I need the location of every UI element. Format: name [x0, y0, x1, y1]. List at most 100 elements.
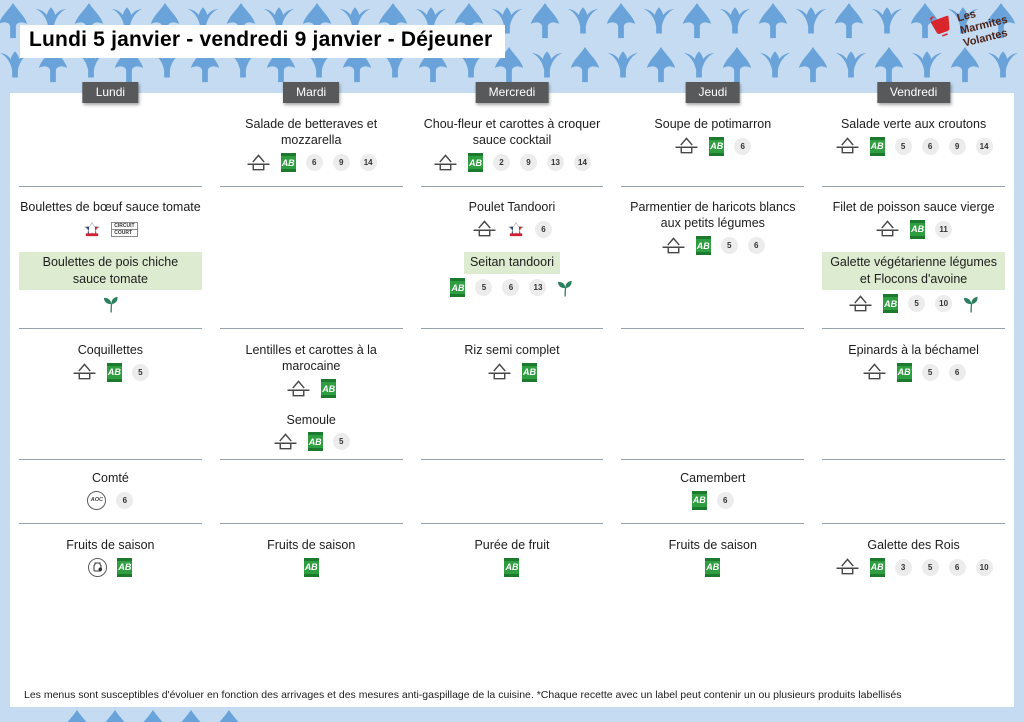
menu-row — [420, 460, 604, 524]
allergen-badge: 5 — [332, 433, 350, 451]
ab-organic-icon: AB — [869, 136, 885, 156]
menu-item: Seitan tandoori AB 5 6 13 — [421, 252, 604, 297]
label-icon-row: 6 — [421, 219, 604, 239]
ab-organic-icon: AB — [705, 557, 721, 577]
fait-maison-icon — [286, 379, 311, 399]
menu-row: Soupe de potimarron AB 6 — [621, 93, 805, 187]
label-icon-row: AB 5 6 — [621, 236, 804, 256]
label-icon-row: AB 5 6 9 14 — [822, 136, 1005, 156]
menu-item: Salade verte aux croutons AB 5 6 9 14 — [822, 116, 1005, 156]
day-label-mardi: Mardi — [283, 82, 340, 103]
dish-name: Riz semi complet — [464, 343, 560, 357]
ab-organic-icon: AB — [450, 278, 466, 297]
menu-row: Parmentier de haricots blancs aux petits… — [621, 187, 805, 329]
day-label-jeudi: Jeudi — [685, 82, 741, 103]
menu-item: Epinards à la béchamel AB 5 6 — [822, 342, 1005, 382]
dish-name: Epinards à la béchamel — [848, 343, 979, 357]
label-icon-row: AB — [220, 557, 403, 577]
label-icon-row: AB 2 9 13 14 — [421, 153, 604, 173]
menu-item: Fruits de saison AB — [621, 537, 804, 577]
allergen-badge: 6 — [948, 558, 966, 576]
ab-organic-icon: AB — [307, 432, 323, 452]
fait-maison-icon — [487, 362, 512, 382]
brand-logo: Les Marmites Volantes — [925, 4, 1010, 52]
local-product-icon — [88, 557, 108, 577]
allergen-badge: 11 — [935, 220, 953, 238]
circuit-court-icon: CIRCUIT COURT — [111, 221, 138, 237]
allergen-badge: 13 — [529, 279, 547, 296]
label-icon-row: AB 11 — [822, 219, 1005, 239]
dish-name: Parmentier de haricots blancs aux petits… — [630, 200, 796, 231]
fait-maison-icon — [862, 362, 887, 382]
ab-organic-icon: AB — [303, 557, 319, 577]
label-icon-row: AB — [421, 362, 604, 382]
allergen-badge: 5 — [921, 558, 939, 576]
fait-maison-icon — [848, 294, 873, 314]
ab-organic-icon: AB — [883, 294, 899, 314]
fait-maison-icon — [674, 136, 699, 156]
label-icon-row: AB — [421, 557, 604, 577]
allergen-badge: 9 — [519, 154, 537, 171]
ab-organic-icon: AB — [910, 219, 926, 239]
allergen-badge: 10 — [935, 295, 953, 313]
ab-organic-icon: AB — [321, 379, 337, 398]
dish-name: Camembert — [680, 471, 746, 485]
menu-item: Parmentier de haricots blancs aux petits… — [621, 199, 804, 256]
allergen-badge: 3 — [894, 558, 912, 576]
allergen-badge: 6 — [747, 237, 765, 254]
menu-item: Boulettes de bœuf sauce tomate CIRCUIT COU… — [19, 199, 202, 239]
label-icon-row: AB 5 6 13 — [421, 278, 604, 298]
label-icon-row: AB 6 — [621, 136, 804, 156]
dish-name: Soupe de potimarron — [654, 117, 772, 131]
ab-organic-icon: AB — [504, 557, 520, 577]
menu-item: Chou-fleur et carottes à croquer sauce c… — [421, 116, 604, 173]
menu-item: Camembert AB 6 — [621, 470, 804, 510]
dish-name: Salade de betteraves et mozzarella — [245, 117, 378, 148]
menu-panel: Lundi Boulettes de bœuf sauce tomate CIRCU… — [10, 82, 1014, 707]
dish-name: Semoule — [286, 412, 336, 427]
fait-maison-icon — [72, 362, 97, 382]
fait-maison-icon — [875, 219, 900, 239]
page-title-text: Lundi 5 janvier - vendredi 9 janvier - D… — [29, 28, 493, 51]
dish-name: Coquillettes — [77, 343, 144, 357]
menu-row: Epinards à la béchamel AB 5 6 — [822, 329, 1005, 460]
allergen-badge: 13 — [546, 154, 564, 171]
allergen-badge: 6 — [502, 279, 520, 296]
label-icon-row — [19, 294, 202, 314]
allergen-badge: 5 — [921, 363, 939, 381]
fait-maison-icon — [661, 236, 686, 256]
menu-item: Poulet Tandoori 6 — [421, 199, 604, 239]
fait-maison-icon — [835, 557, 860, 577]
menu-row: Filet de poisson sauce vierge AB 11 Galette… — [822, 187, 1005, 329]
menu-item: Coquillettes AB 5 — [19, 342, 202, 382]
dish-name: Comté — [91, 471, 129, 485]
label-icon-row: CIRCUIT COURT — [19, 219, 202, 239]
label-icon-row: AOC 6 — [19, 490, 202, 510]
day-label-lundi: Lundi — [82, 82, 139, 103]
ab-organic-icon: AB — [709, 136, 725, 156]
allergen-badge: 14 — [359, 154, 377, 171]
allergen-badge: 9 — [332, 154, 350, 171]
menu-row: Salade verte aux croutons AB 5 6 9 14 — [822, 93, 1005, 187]
allergen-badge: 6 — [921, 137, 939, 155]
allergen-badge: 6 — [948, 363, 966, 381]
dish-name-vegetarian-alt: Boulettes de pois chiche sauce tomate — [19, 252, 202, 290]
menu-row — [19, 93, 202, 187]
menu-row: Salade de betteraves et mozzarella AB 6 9 14 — [219, 93, 403, 187]
allergen-badge: 9 — [948, 137, 966, 155]
page-title: Lundi 5 janvier - vendredi 9 janvier - D… — [20, 25, 506, 58]
menu-item: Fruits de saison AB — [220, 537, 403, 577]
menu-row: Fruits de saison AB — [621, 524, 804, 707]
menu-row — [219, 460, 403, 524]
vegetarian-sprout-icon — [962, 295, 979, 313]
menu-row: Coquillettes AB 5 — [19, 329, 202, 460]
ab-organic-icon: AB — [896, 362, 912, 382]
allergen-badge: 2 — [492, 154, 510, 171]
menu-item: Semoule AB 5 — [220, 412, 403, 452]
dish-name: Filet de poisson sauce vierge — [832, 200, 995, 214]
ab-organic-icon: AB — [869, 557, 885, 577]
allergen-badge: 6 — [116, 491, 134, 509]
ab-organic-icon: AB — [467, 153, 483, 172]
menu-row: Chou-fleur et carottes à croquer sauce c… — [420, 93, 604, 187]
menu-item: Fruits de saison AB — [19, 537, 202, 577]
